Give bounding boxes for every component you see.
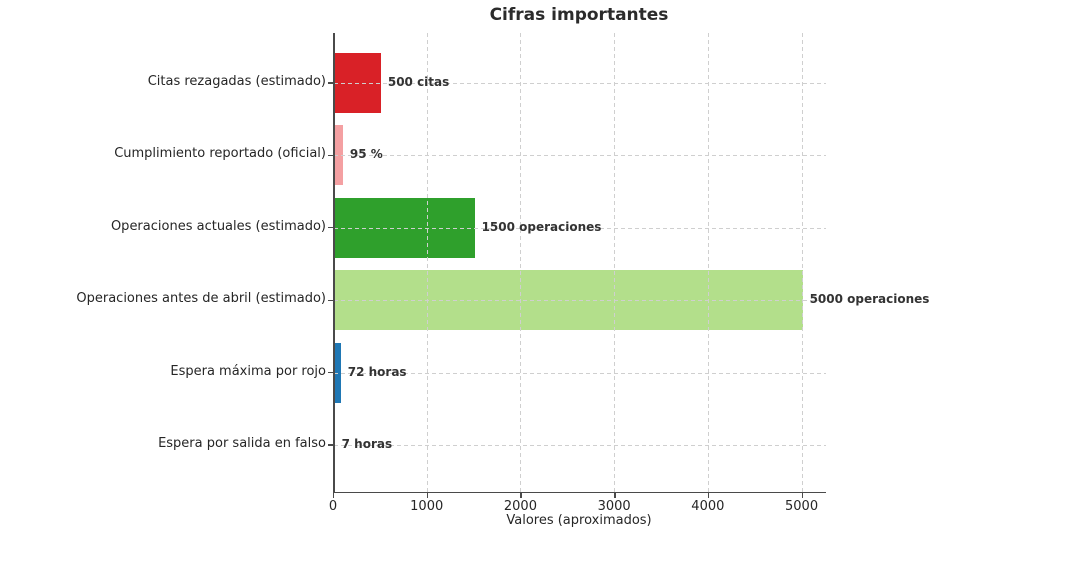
horizontal-gridline <box>334 300 826 302</box>
value-label: 1500 operaciones <box>481 219 602 234</box>
x-tick-label: 3000 <box>597 498 631 514</box>
x-tick-label: 0 <box>328 498 338 514</box>
x-tick <box>520 493 522 498</box>
vertical-gridline <box>801 33 803 492</box>
x-tick-label: 5000 <box>785 498 819 514</box>
horizontal-gridline <box>334 372 826 374</box>
x-tick-label: 4000 <box>691 498 725 514</box>
vertical-gridline <box>520 33 522 492</box>
y-tick-label: Operaciones antes de abril (estimado) <box>76 291 326 307</box>
x-axis-spine <box>332 491 826 493</box>
y-tick <box>328 154 333 157</box>
vertical-gridline <box>707 33 709 492</box>
x-tick-label: 2000 <box>503 498 537 514</box>
value-label: 95 % <box>349 147 383 162</box>
x-tick <box>707 493 710 498</box>
vertical-gridline <box>426 33 428 492</box>
value-label: 500 citas <box>387 75 450 89</box>
y-tick-label: Citas rezagadas (estimado) <box>147 74 326 89</box>
horizontal-gridline <box>334 155 826 157</box>
value-label: 7 horas <box>341 437 393 451</box>
value-label: 72 horas <box>347 364 407 379</box>
vertical-gridline <box>614 33 616 492</box>
y-axis-spine <box>333 33 335 493</box>
x-tick-label: 1000 <box>410 498 444 514</box>
y-tick-label: Operaciones actuales (estimado) <box>110 218 326 234</box>
y-tick <box>328 371 333 374</box>
y-tick-label: Espera por salida en falso <box>158 436 326 451</box>
x-tick <box>614 493 616 498</box>
y-tick-label: Cumplimiento reportado (oficial) <box>114 146 326 162</box>
value-label: 5000 operaciones <box>809 292 930 307</box>
y-tick <box>328 82 333 84</box>
x-tick <box>333 493 335 498</box>
horizontal-gridline <box>334 227 826 229</box>
x-tick <box>801 493 803 498</box>
x-tick <box>426 493 429 498</box>
horizontal-gridline <box>334 445 826 446</box>
x-axis-label: Valores (aproximados) <box>506 513 652 528</box>
horizontal-gridline <box>334 83 826 84</box>
y-tick <box>328 299 333 301</box>
y-tick <box>328 227 333 229</box>
chart-title: Cifras importantes <box>489 5 669 25</box>
y-tick-label: Espera máxima por rojo <box>170 363 326 379</box>
y-tick <box>328 444 333 446</box>
